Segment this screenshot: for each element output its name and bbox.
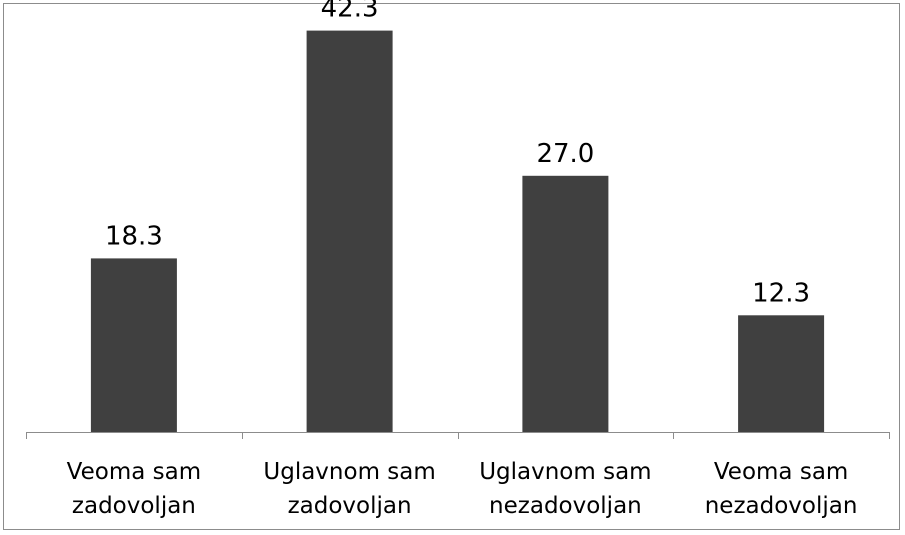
- category-label-1-line-2: zadovoljan: [72, 493, 196, 519]
- data-label-1: 18.3: [105, 221, 163, 251]
- bar-1: [90, 258, 177, 432]
- bar-2: [306, 30, 393, 432]
- data-label-3: 27.0: [536, 139, 594, 169]
- bar-4: [738, 315, 825, 432]
- category-label-3-line-1: Uglavnom sam: [479, 459, 651, 485]
- data-label-4: 12.3: [752, 278, 810, 308]
- category-label-2-line-2: zadovoljan: [288, 493, 412, 519]
- data-label-2: 42.3: [321, 0, 379, 24]
- category-label-4-line-2: nezadovoljan: [705, 493, 858, 519]
- category-label-2-line-1: Uglavnom sam: [263, 459, 435, 485]
- category-label-1-line-1: Veoma sam: [67, 459, 201, 485]
- category-label-4-line-1: Veoma sam: [714, 459, 848, 485]
- category-label-3-line-2: nezadovoljan: [489, 493, 642, 519]
- bar-3: [522, 175, 609, 433]
